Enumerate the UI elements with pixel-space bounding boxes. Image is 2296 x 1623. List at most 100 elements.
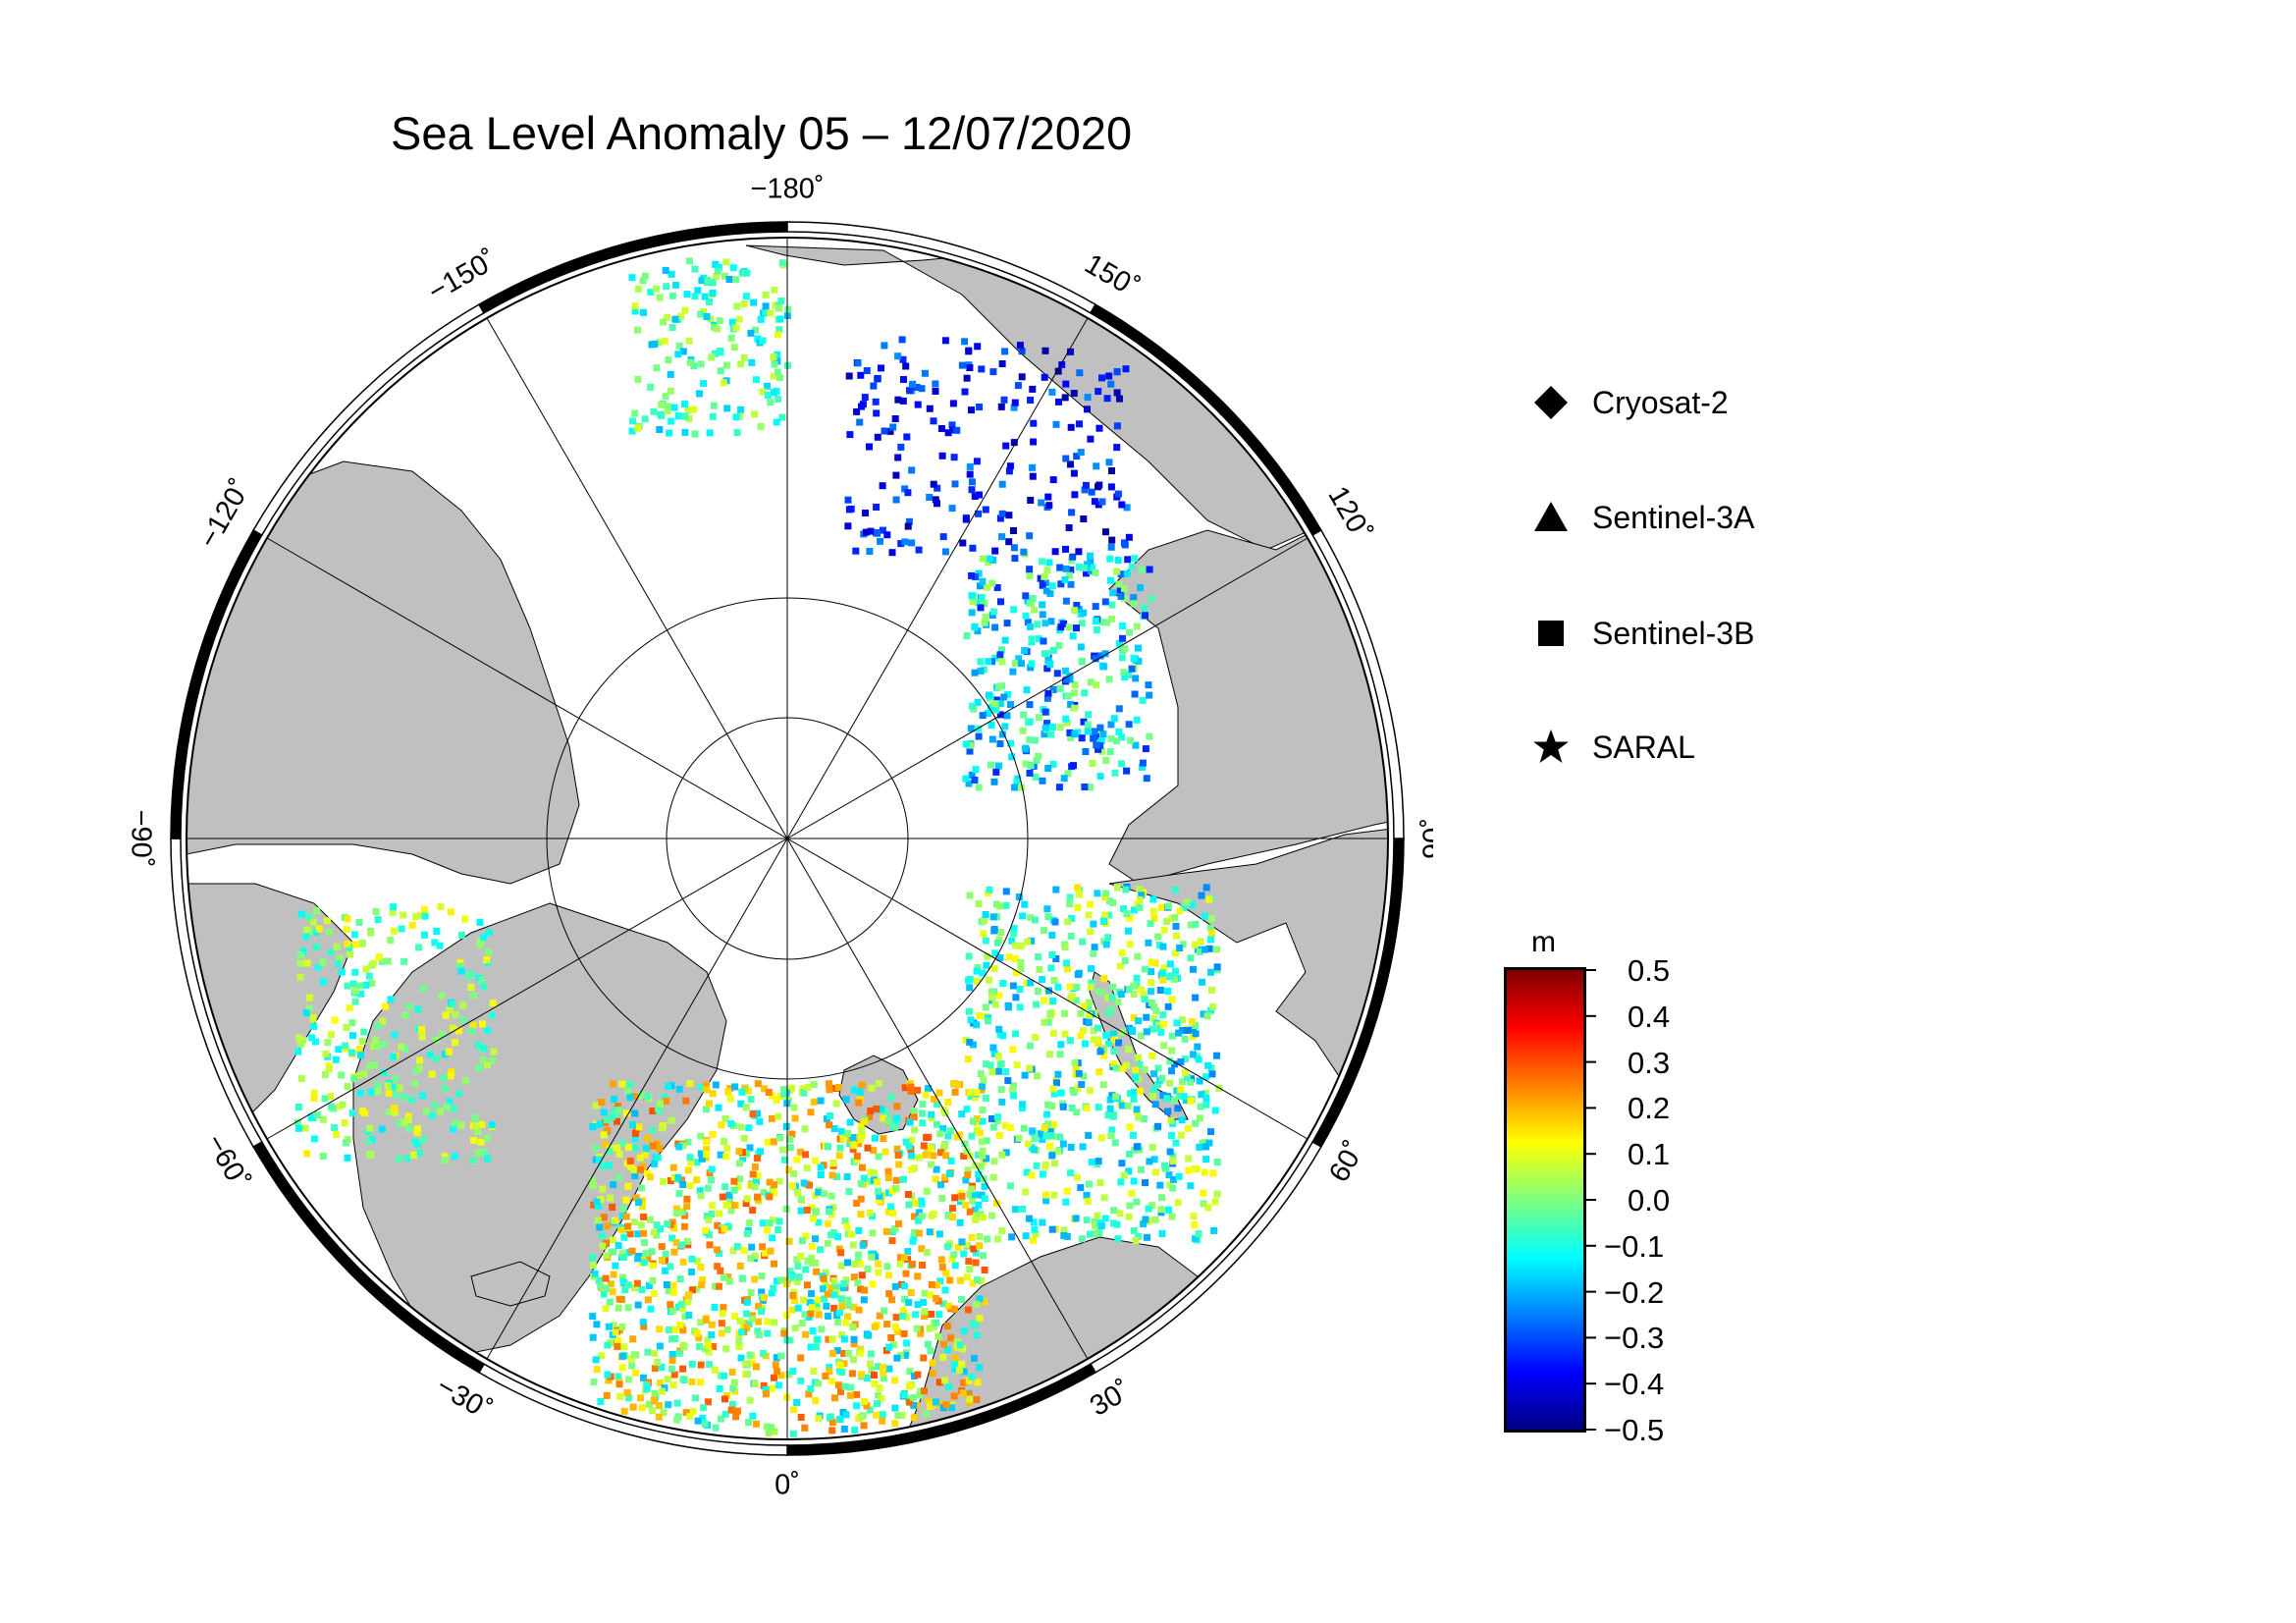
sla-point [682,1409,690,1417]
sla-point [1053,670,1061,677]
sla-point [604,1371,612,1379]
sla-point [874,374,881,382]
sla-point [892,1185,900,1193]
sla-point [610,1322,617,1329]
sla-point [834,1084,842,1091]
diamond-icon [1534,386,1568,419]
sla-point [1159,976,1167,984]
star-icon [1533,730,1569,763]
sla-point [1210,1226,1218,1234]
sla-point [682,1097,690,1105]
sla-point [631,1284,638,1292]
sla-point [593,1198,601,1206]
sla-point [1148,1092,1156,1100]
sla-point [991,700,999,708]
sla-point [625,1376,633,1383]
sla-point [1113,389,1121,397]
sla-point [703,1086,711,1094]
sla-point [1135,1232,1143,1240]
sla-point [1071,704,1079,712]
sla-point [801,1424,809,1432]
sla-point [715,1104,722,1111]
sla-point [1005,467,1013,475]
sla-point [1159,969,1166,977]
graticule [187,238,1388,1439]
sla-point [961,1140,969,1148]
sla-point [793,1256,801,1264]
sla-point [904,1248,912,1256]
sla-point [683,1195,691,1203]
sla-point [365,972,373,980]
sla-point [778,259,786,267]
sla-point [1092,1221,1099,1229]
sla-point [1107,1005,1115,1013]
sla-point [1136,1060,1144,1068]
sla-point [983,1155,990,1163]
sla-point [1006,1182,1014,1190]
sla-point [1122,886,1130,893]
sla-point [350,931,358,939]
sla-point [782,1122,790,1130]
sla-point [681,412,689,420]
sla-point [989,1044,997,1052]
sla-point [1027,762,1035,769]
sla-point [1134,644,1142,652]
sla-point [1032,736,1039,744]
sla-point [1202,1101,1210,1109]
sla-point [367,1088,375,1096]
sla-point [712,1366,720,1374]
sla-point [733,1243,741,1251]
sla-point [804,1084,812,1091]
sla-point [1057,623,1065,631]
frame-segment [1311,528,1405,839]
sla-point [694,287,702,295]
sla-point [806,1299,814,1307]
sla-point [712,1424,720,1432]
sla-point [1022,745,1030,753]
sla-point [1125,721,1133,729]
sla-point [1133,1143,1141,1151]
sla-point [321,1095,329,1103]
sla-point [892,1118,900,1126]
sla-point [486,929,493,937]
sla-point [915,1217,923,1224]
sla-point [907,1289,915,1296]
sla-point [845,1188,853,1196]
sla-point [1195,1230,1202,1238]
sla-point [1166,960,1174,968]
sla-point [925,1397,933,1405]
sla-point [723,1145,731,1153]
sla-point [641,415,649,423]
sla-point [867,1350,875,1358]
sla-point [821,1295,828,1303]
sla-point [871,1323,879,1330]
sla-point [634,1230,642,1238]
sla-point [751,1183,759,1191]
sla-point [1085,911,1093,919]
sla-point [622,1109,630,1117]
sla-point [1202,1143,1210,1151]
sla-point [928,1311,935,1318]
sla-point [615,1380,623,1388]
sla-point [617,1296,625,1304]
sla-point [368,980,376,987]
sla-point [1192,920,1200,928]
sla-point [664,1219,671,1227]
sla-point [441,1153,449,1161]
sla-point [1133,622,1141,630]
sla-point [864,1144,872,1152]
sla-point [746,1396,754,1404]
sla-point [825,1219,832,1227]
sla-point [323,917,331,925]
sla-point [794,1189,802,1197]
sla-point [1090,949,1097,957]
sla-point [758,1308,766,1315]
sla-point [722,1153,730,1161]
sla-point [708,1202,716,1210]
sla-point [734,1183,742,1191]
sla-point [717,348,723,355]
sla-point [445,1048,453,1055]
sla-point [632,1351,640,1359]
sla-point [1047,964,1055,972]
sla-point [704,1398,712,1406]
